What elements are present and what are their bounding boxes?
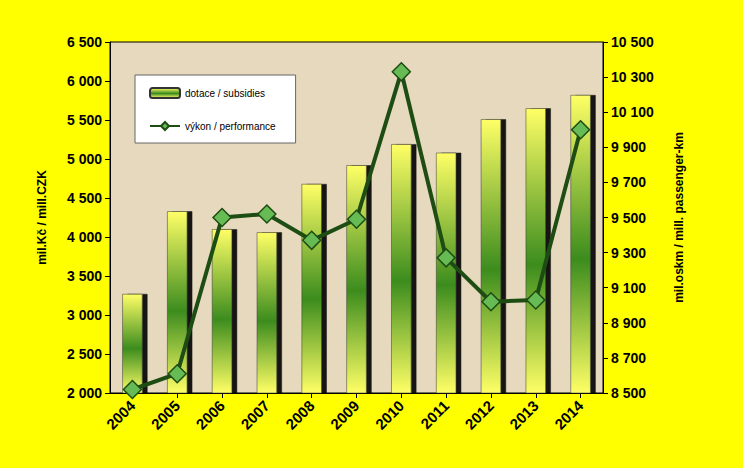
svg-text:9 100: 9 100 (611, 280, 646, 296)
svg-text:2009: 2009 (327, 397, 363, 433)
svg-text:mil.oskm / mill. passenger-km: mil.oskm / mill. passenger-km (672, 132, 686, 303)
svg-text:2 000: 2 000 (67, 385, 102, 401)
svg-text:2004: 2004 (103, 397, 139, 433)
svg-text:2014: 2014 (551, 397, 587, 433)
svg-text:2 500: 2 500 (67, 346, 102, 362)
svg-text:2010: 2010 (372, 397, 408, 433)
svg-text:9 700: 9 700 (611, 174, 646, 190)
svg-text:4 500: 4 500 (67, 190, 102, 206)
svg-text:2013: 2013 (506, 397, 542, 433)
svg-text:8 900: 8 900 (611, 315, 646, 331)
svg-text:3 000: 3 000 (67, 307, 102, 323)
svg-text:2005: 2005 (148, 397, 184, 433)
svg-text:4 000: 4 000 (67, 229, 102, 245)
svg-text:10 500: 10 500 (611, 34, 654, 50)
svg-text:výkon / performance: výkon / performance (185, 121, 276, 132)
svg-text:2012: 2012 (461, 397, 497, 433)
svg-text:8 700: 8 700 (611, 350, 646, 366)
svg-text:2011: 2011 (417, 397, 452, 432)
svg-text:9 900: 9 900 (611, 139, 646, 155)
svg-text:mil.Kč / mill.CZK: mil.Kč / mill.CZK (35, 170, 49, 265)
svg-text:2007: 2007 (237, 397, 273, 433)
svg-text:2008: 2008 (282, 397, 318, 433)
svg-text:9 500: 9 500 (611, 210, 646, 226)
svg-text:dotace / subsidies: dotace / subsidies (185, 88, 265, 99)
svg-text:6 000: 6 000 (67, 73, 102, 89)
svg-text:2006: 2006 (192, 397, 228, 433)
svg-text:3 500: 3 500 (67, 268, 102, 284)
svg-text:8 500: 8 500 (611, 385, 646, 401)
svg-text:5 500: 5 500 (67, 112, 102, 128)
svg-text:9 300: 9 300 (611, 245, 646, 261)
svg-text:5 000: 5 000 (67, 151, 102, 167)
svg-text:6 500: 6 500 (67, 34, 102, 50)
svg-text:10 100: 10 100 (611, 104, 654, 120)
svg-text:10 300: 10 300 (611, 69, 654, 85)
